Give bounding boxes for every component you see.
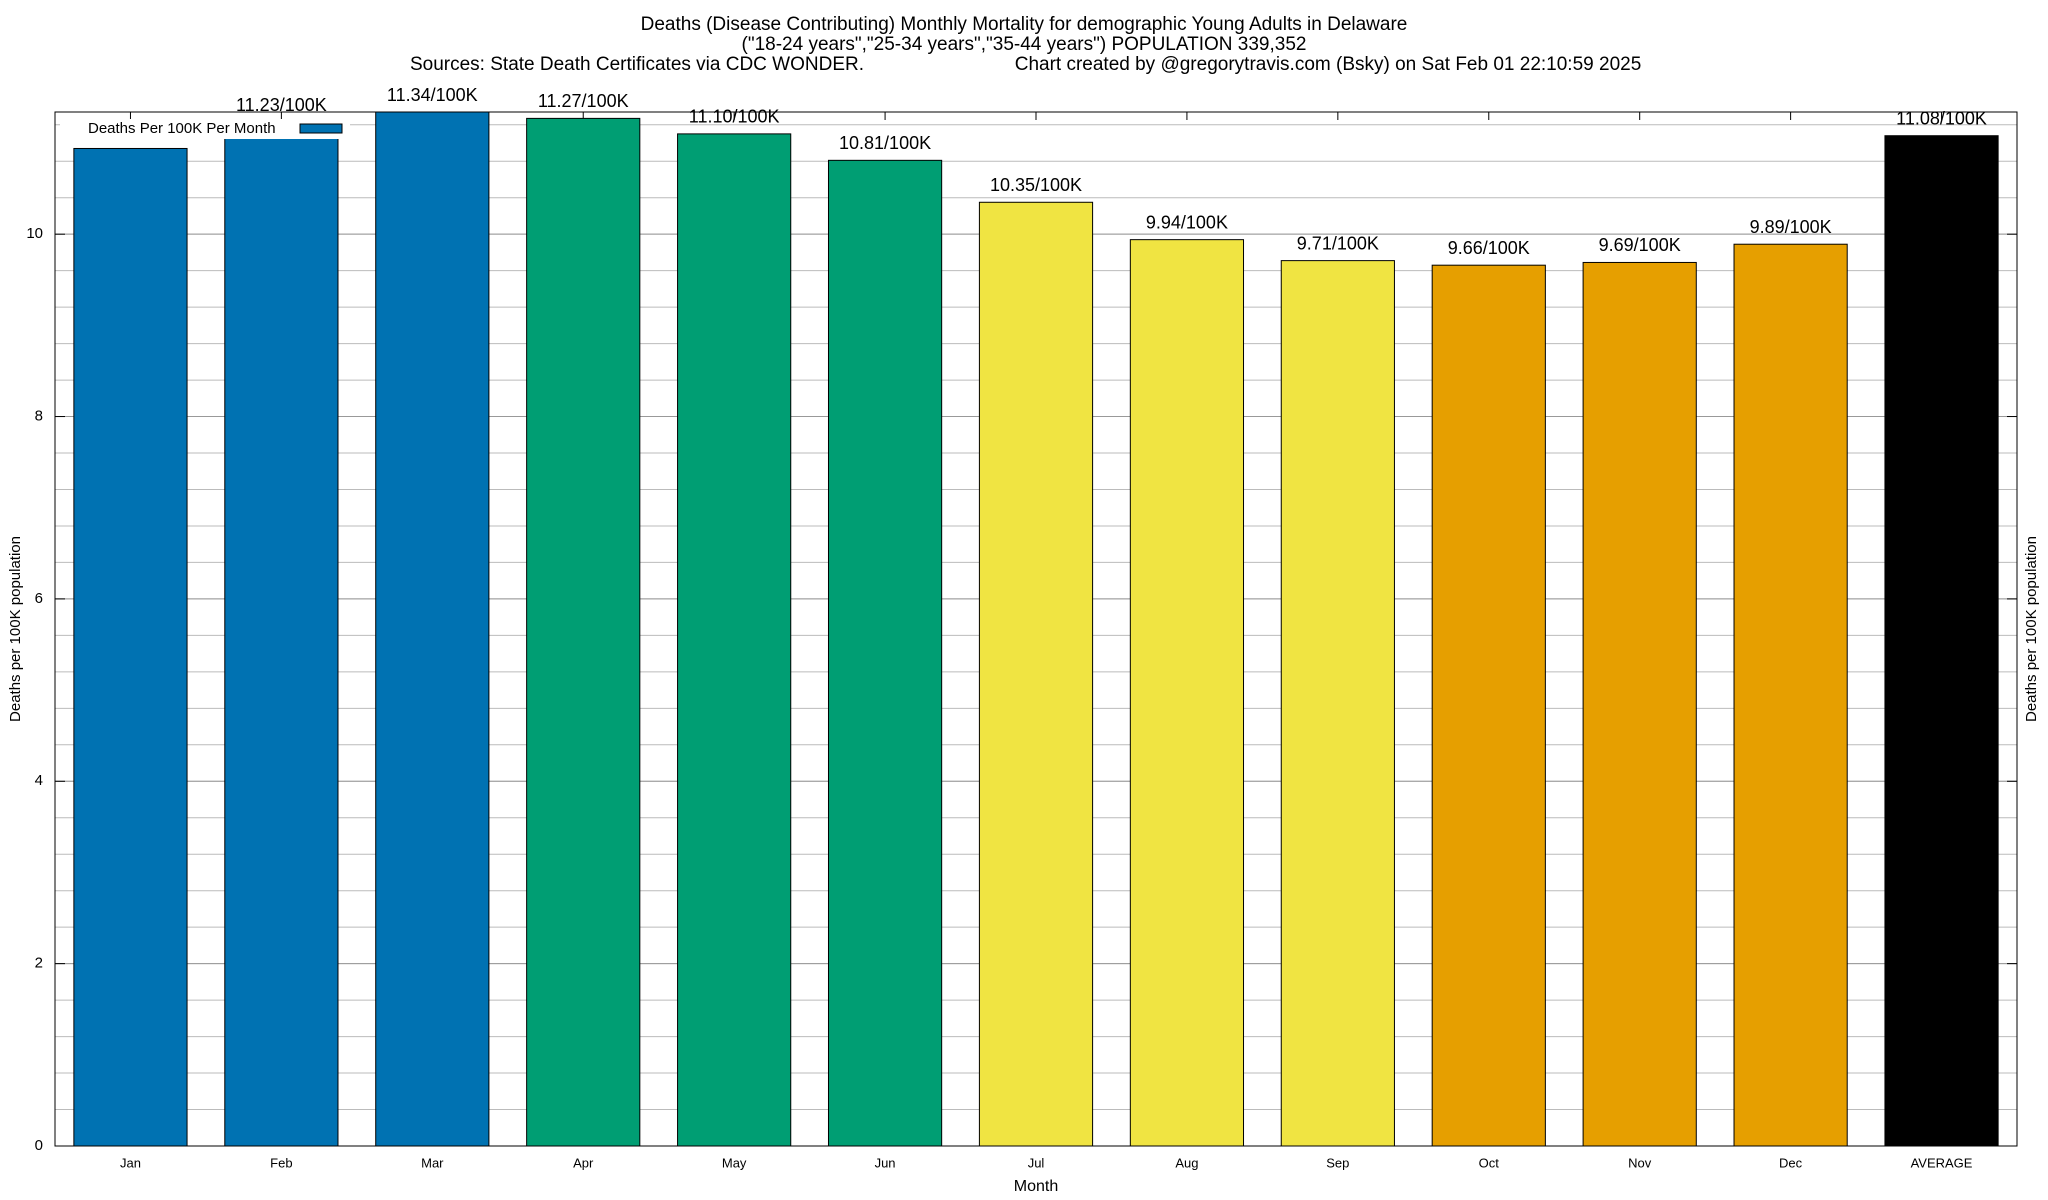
y-tick-label: 4 (35, 772, 43, 789)
y-tick-label: 0 (35, 1137, 43, 1154)
bar (1733, 243, 1848, 1147)
bar (978, 201, 1094, 1147)
legend-swatch (299, 123, 343, 134)
source-note: Sources: State Death Certificates via CD… (410, 54, 864, 75)
bar (375, 111, 490, 1147)
y-tick-label: 10 (26, 225, 43, 242)
x-tick-label: Jul (1028, 1155, 1045, 1170)
bar (677, 133, 792, 1147)
x-tick-label: May (722, 1155, 747, 1170)
x-tick-label: Sep (1326, 1155, 1349, 1170)
x-tick-label: Feb (270, 1155, 292, 1170)
credit-note: Chart created by @gregorytravis.com (Bsk… (1015, 54, 1642, 75)
y2-axis-label: Deaths per 100K population (2023, 536, 2040, 722)
data-label: 11.23/100K (236, 95, 327, 115)
legend-label: Deaths Per 100K Per Month (88, 120, 276, 137)
data-label: 11.10/100K (689, 107, 780, 127)
bar (1884, 135, 1999, 1147)
bar (224, 121, 339, 1147)
data-label: 10.35/100K (990, 175, 1082, 195)
x-tick-label: Apr (573, 1155, 594, 1170)
x-tick-label: Nov (1628, 1155, 1652, 1170)
y-axis-label: Deaths per 100K population (7, 536, 24, 722)
legend-box (60, 119, 350, 139)
y-tick-label: 6 (35, 590, 43, 607)
y-tick-label: 2 (35, 955, 43, 972)
data-label: 9.69/100K (1599, 235, 1681, 255)
bar (1280, 260, 1395, 1147)
x-tick-label: Aug (1175, 1155, 1198, 1170)
x-tick-label: Dec (1779, 1155, 1803, 1170)
data-label: 11.34/100K (387, 85, 478, 105)
bar (827, 159, 943, 1147)
bar (73, 147, 188, 1147)
x-tick-label: Jun (875, 1155, 896, 1170)
data-label: 11.08/100K (1896, 108, 1987, 128)
x-axis-label: Month (1014, 1178, 1058, 1195)
data-label: 9.71/100K (1297, 233, 1379, 253)
data-label: 9.94/100K (1146, 212, 1228, 232)
bar (1582, 261, 1697, 1147)
plot-frame (54, 111, 2018, 1147)
data-label: 9.89/100K (1750, 217, 1832, 237)
data-label: 10.81/100K (839, 133, 931, 153)
data-label: 11.27/100K (538, 91, 629, 111)
data-label: 9.66/100K (1448, 238, 1530, 258)
x-tick-label: Mar (421, 1155, 444, 1170)
x-tick-label: Jan (120, 1155, 141, 1170)
chart-title: Deaths (Disease Contributing) Monthly Mo… (641, 14, 1408, 35)
bar (1129, 239, 1245, 1147)
x-tick-label: AVERAGE (1911, 1155, 1973, 1170)
chart-subtitle: ("18-24 years","25-34 years","35-44 year… (742, 34, 1307, 55)
y-tick-label: 8 (35, 408, 43, 425)
x-tick-label: Oct (1479, 1155, 1500, 1170)
bar (526, 117, 641, 1147)
bar (1431, 264, 1546, 1147)
